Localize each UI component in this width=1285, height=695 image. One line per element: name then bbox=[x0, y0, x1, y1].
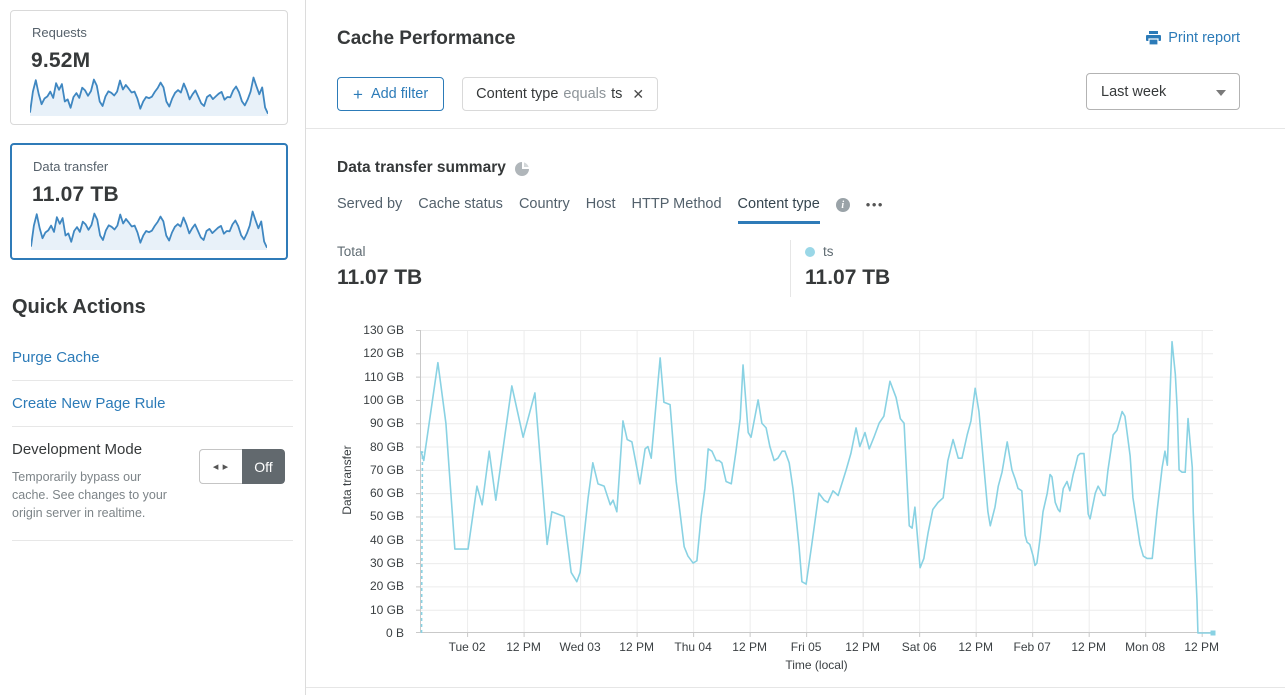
y-tick-label: 20 GB bbox=[369, 579, 404, 594]
summary-title: Data transfer summary bbox=[337, 159, 529, 177]
quick-actions-title: Quick Actions bbox=[12, 296, 146, 318]
tab-http-method[interactable]: HTTP Method bbox=[631, 196, 722, 212]
x-tick-label: 12 PM bbox=[506, 640, 541, 654]
development-mode-description: Temporarily bypass our cache. See change… bbox=[12, 470, 167, 520]
x-tick-label: Thu 04 bbox=[674, 640, 712, 654]
y-tick-label: 30 GB bbox=[369, 556, 404, 571]
data-transfer-chart[interactable] bbox=[415, 330, 1218, 642]
development-mode-toggle[interactable]: ◂ ▸ Off bbox=[199, 449, 285, 484]
x-tick-label: 12 PM bbox=[1184, 640, 1220, 654]
requests-card[interactable]: Requests 9.52M bbox=[10, 10, 288, 125]
filter-value: ts bbox=[611, 86, 623, 102]
x-tick-label: Fri 05 bbox=[790, 640, 822, 654]
y-tick-label: 120 GB bbox=[363, 346, 404, 361]
remove-filter-icon[interactable]: ✕ bbox=[632, 85, 645, 102]
y-tick-label: 50 GB bbox=[369, 509, 404, 524]
requests-sparkline bbox=[30, 76, 268, 116]
main-content: Cache Performance Print report + Add fil… bbox=[306, 0, 1285, 695]
data-transfer-card-value: 11.07 TB bbox=[32, 183, 119, 206]
x-tick-label: Wed 03 bbox=[559, 640, 601, 654]
y-tick-label: 100 GB bbox=[363, 392, 404, 407]
divider bbox=[12, 540, 293, 541]
print-report-label: Print report bbox=[1168, 30, 1240, 46]
x-tick-label: Sat 06 bbox=[901, 640, 937, 654]
info-icon[interactable]: i bbox=[835, 198, 850, 212]
filter-field: Content type bbox=[476, 86, 559, 102]
tab-content-type[interactable]: Content type bbox=[737, 196, 820, 224]
chevron-down-icon bbox=[1216, 90, 1226, 96]
add-filter-label: Add filter bbox=[370, 86, 429, 102]
tab-served-by[interactable]: Served by bbox=[337, 196, 403, 212]
tab-host[interactable]: Host bbox=[585, 196, 616, 212]
data-transfer-card-label: Data transfer bbox=[33, 159, 109, 174]
filter-chip-content-type[interactable]: Content type equals ts ✕ bbox=[462, 77, 659, 111]
divider bbox=[12, 380, 293, 381]
legend-item-ts: ts bbox=[805, 244, 834, 259]
tab-cache-status[interactable]: Cache status bbox=[418, 196, 503, 212]
divider bbox=[306, 128, 1285, 129]
purge-cache-link[interactable]: Purge Cache bbox=[12, 349, 100, 366]
divider bbox=[306, 687, 1285, 688]
divider bbox=[790, 240, 791, 297]
y-tick-label: 90 GB bbox=[369, 416, 404, 431]
data-transfer-card[interactable]: Data transfer 11.07 TB bbox=[10, 143, 288, 260]
toggle-state-label: Off bbox=[242, 449, 285, 484]
legend-dot bbox=[805, 246, 815, 257]
dimension-tabs: Served by Cache status Country Host HTTP… bbox=[337, 196, 884, 224]
x-tick-label: Mon 08 bbox=[1125, 640, 1166, 654]
chart-y-axis-title: Data transfer bbox=[340, 445, 354, 515]
print-report-link[interactable]: Print report bbox=[1146, 30, 1240, 46]
printer-icon bbox=[1146, 31, 1162, 45]
development-mode-row: Development Mode Temporarily bypass our … bbox=[12, 427, 293, 540]
x-tick-label: 12 PM bbox=[958, 640, 993, 654]
filter-row: + Add filter Content type equals ts ✕ bbox=[337, 77, 659, 111]
y-tick-label: 10 GB bbox=[369, 602, 404, 617]
requests-card-value: 9.52M bbox=[31, 49, 91, 72]
toggle-arrows-icon: ◂ ▸ bbox=[199, 449, 242, 484]
x-tick-label: 12 PM bbox=[1071, 640, 1107, 654]
x-tick-label: 12 PM bbox=[619, 640, 654, 654]
sidebar: Requests 9.52M Data transfer 11.07 TB Qu… bbox=[0, 0, 306, 695]
y-tick-label: 70 GB bbox=[369, 462, 404, 477]
data-transfer-sparkline bbox=[31, 210, 267, 250]
requests-card-label: Requests bbox=[32, 25, 87, 40]
more-tabs-icon[interactable]: ••• bbox=[865, 197, 884, 212]
page-title: Cache Performance bbox=[337, 28, 516, 49]
total-label: Total bbox=[337, 244, 366, 259]
y-tick-label: 0 B bbox=[385, 626, 404, 640]
add-filter-button[interactable]: + Add filter bbox=[337, 77, 445, 111]
legend-label: ts bbox=[823, 244, 834, 259]
development-mode-title: Development Mode bbox=[12, 441, 143, 458]
quick-actions-section: Quick Actions Purge Cache Create New Pag… bbox=[12, 296, 293, 541]
x-tick-label: Tue 02 bbox=[448, 640, 486, 654]
total-value: 11.07 TB bbox=[337, 266, 423, 289]
series-value: 11.07 TB bbox=[805, 266, 891, 289]
y-tick-label: 110 GB bbox=[364, 369, 404, 384]
x-tick-label: 12 PM bbox=[845, 640, 880, 654]
y-tick-label: 80 GB bbox=[369, 439, 404, 454]
tab-country[interactable]: Country bbox=[518, 196, 570, 212]
create-page-rule-link[interactable]: Create New Page Rule bbox=[12, 395, 166, 412]
plus-icon: + bbox=[353, 84, 363, 104]
x-tick-label: 12 PM bbox=[732, 640, 767, 654]
x-tick-label: Feb 07 bbox=[1013, 640, 1051, 654]
y-tick-label: 60 GB bbox=[369, 486, 404, 501]
time-range-select[interactable]: Last week bbox=[1086, 73, 1240, 110]
summary-title-text: Data transfer summary bbox=[337, 159, 506, 176]
y-tick-label: 40 GB bbox=[369, 532, 404, 547]
pie-chart-icon bbox=[514, 162, 529, 176]
filter-operator: equals bbox=[563, 86, 607, 102]
time-range-value: Last week bbox=[1101, 83, 1167, 100]
chart-x-axis-title: Time (local) bbox=[785, 658, 848, 672]
divider bbox=[12, 426, 293, 427]
y-tick-label: 130 GB bbox=[363, 323, 404, 337]
